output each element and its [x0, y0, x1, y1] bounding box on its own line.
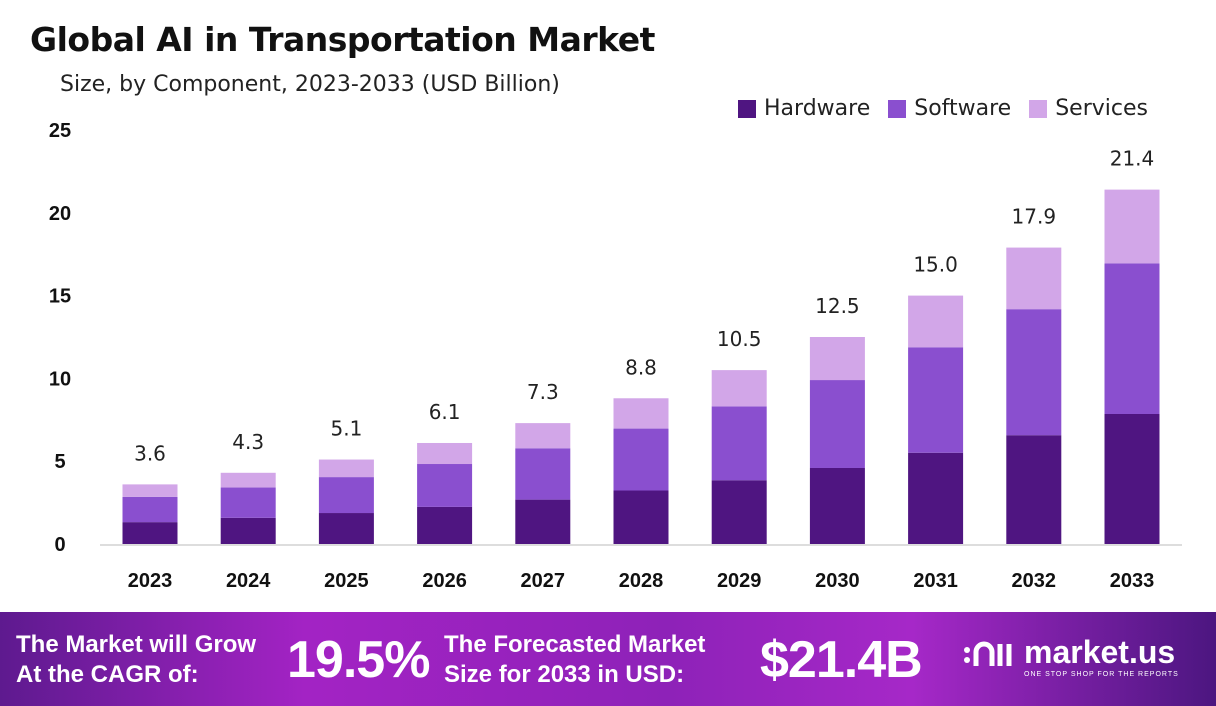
bar-segment-hardware [515, 499, 571, 544]
bar-segment-software [711, 406, 767, 481]
bar-segment-services [1104, 189, 1160, 264]
y-tick-label: 10 [49, 368, 71, 390]
bar-segment-hardware [809, 467, 865, 544]
bar-segment-software [515, 448, 571, 500]
bar-segment-services [515, 423, 571, 449]
y-tick-label: 0 [54, 534, 65, 556]
bar-segment-services [711, 370, 767, 407]
legend-item-services: Services [1029, 96, 1148, 121]
legend-label: Software [914, 96, 1012, 121]
bar-segment-hardware [908, 452, 964, 544]
bar-segment-hardware [1006, 435, 1062, 544]
bar-segment-services [908, 295, 964, 348]
bar-segment-services [318, 459, 374, 478]
chart-title: Global AI in Transportation Market [30, 20, 655, 59]
logo-icon [964, 641, 1012, 666]
legend-label: Hardware [764, 96, 871, 121]
bar-segment-services [1006, 247, 1062, 310]
bar-segment-software [122, 496, 178, 523]
logo-tagline: ONE STOP SHOP FOR THE REPORTS [1024, 671, 1179, 678]
total-label: 4.3 [232, 430, 264, 454]
total-label: 6.1 [429, 400, 461, 424]
total-label: 3.6 [134, 441, 166, 465]
bar-segment-software [613, 428, 669, 491]
bar-segment-software [1006, 309, 1062, 436]
bar-segment-software [809, 380, 865, 468]
x-tick-label: 2030 [815, 570, 860, 592]
bar-segment-hardware [122, 522, 178, 544]
legend-item-hardware: Hardware [738, 96, 870, 121]
bar-segment-hardware [1104, 414, 1160, 544]
bar-segment-hardware [711, 480, 767, 544]
chart-subtitle: Size, by Component, 2023-2033 (USD Billi… [60, 72, 560, 97]
x-tick-label: 2024 [226, 570, 271, 592]
stacked-bar-chart: 05101520253.620234.320245.120256.120267.… [49, 120, 1182, 592]
bar-segment-software [220, 487, 276, 518]
x-tick-label: 2025 [324, 570, 369, 592]
cagr-value: 19.5% [287, 631, 430, 689]
total-label: 15.0 [913, 253, 958, 277]
bar-segment-software [1104, 263, 1160, 415]
total-label: 17.9 [1012, 205, 1057, 229]
logo-name: market.us [1024, 634, 1176, 670]
bar-segment-services [220, 472, 276, 488]
total-label: 8.8 [625, 355, 657, 379]
bar-segment-services [122, 484, 178, 497]
bar-segment-hardware [220, 517, 276, 544]
forecast-label: The Forecasted Market Size for 2033 in US… [444, 631, 706, 688]
footer-banner: The Market will Grow At the CAGR of: 19.5… [0, 612, 1216, 706]
y-tick-label: 25 [49, 120, 71, 142]
legend-swatch [738, 99, 757, 118]
total-label: 12.5 [815, 294, 860, 318]
bar-segment-hardware [318, 513, 374, 544]
bar-segment-hardware [613, 490, 669, 544]
cagr-label: The Market will Grow At the CAGR of: [16, 631, 257, 688]
total-label: 5.1 [330, 417, 362, 441]
x-tick-label: 2033 [1110, 570, 1155, 592]
x-tick-label: 2026 [422, 570, 467, 592]
y-tick-label: 5 [54, 451, 65, 473]
total-label: 7.3 [527, 380, 559, 404]
x-tick-label: 2023 [128, 570, 173, 592]
y-tick-label: 20 [49, 203, 71, 225]
bar-segment-services [613, 398, 669, 429]
bar-segment-software [417, 464, 473, 507]
x-tick-label: 2031 [913, 570, 958, 592]
legend-swatch [1029, 99, 1048, 118]
x-tick-label: 2032 [1012, 570, 1057, 592]
legend-label: Services [1055, 96, 1148, 121]
total-label: 21.4 [1110, 147, 1155, 171]
bar-segment-software [318, 477, 374, 514]
legend-swatch [888, 99, 907, 118]
bar-segment-hardware [417, 506, 473, 544]
forecast-value: $21.4B [760, 631, 923, 689]
legend-item-software: Software [888, 96, 1011, 121]
x-tick-label: 2027 [521, 570, 566, 592]
y-tick-label: 15 [49, 286, 71, 308]
x-tick-label: 2029 [717, 570, 762, 592]
total-label: 10.5 [717, 327, 762, 351]
bar-segment-services [417, 442, 473, 465]
bar-segment-software [908, 347, 964, 453]
bar-segment-services [809, 337, 865, 381]
x-tick-label: 2028 [619, 570, 664, 592]
legend: Hardware Software Services [738, 96, 1148, 121]
market-us-logo: market.us ONE STOP SHOP FOR THE REPORTS [962, 634, 1179, 678]
